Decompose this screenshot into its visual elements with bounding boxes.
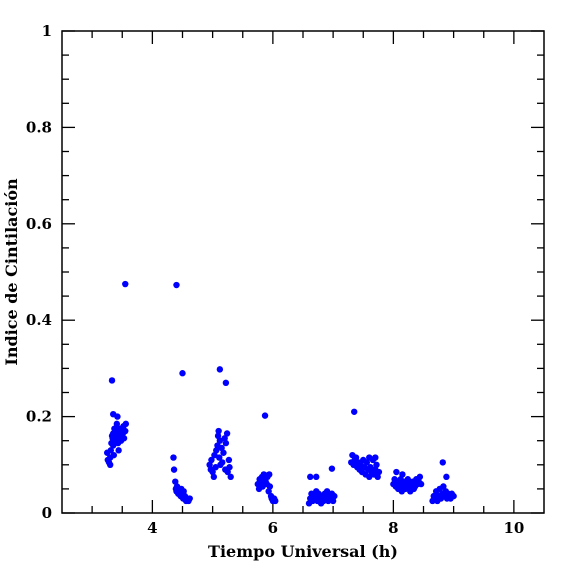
y-tick-label: 0.4	[26, 311, 52, 329]
data-point	[110, 442, 117, 449]
data-point	[366, 473, 373, 481]
data-point	[216, 437, 224, 444]
data-point	[374, 473, 381, 481]
data-point	[399, 471, 406, 478]
data-point	[307, 473, 314, 481]
y-tick-label: 0.2	[26, 408, 52, 426]
data-point	[416, 473, 424, 481]
data-point	[172, 478, 179, 485]
data-point	[366, 454, 373, 461]
data-point	[440, 483, 447, 490]
data-point	[329, 497, 337, 505]
data-point	[113, 420, 121, 428]
y-tick-label: 0	[42, 504, 52, 522]
data-point	[108, 377, 116, 384]
x-tick-label: 4	[147, 519, 157, 537]
data-point	[404, 476, 412, 483]
y-tick-label: 0.6	[26, 215, 52, 233]
data-point	[443, 473, 450, 481]
data-point	[107, 461, 114, 468]
data-point	[210, 473, 218, 481]
data-point	[216, 366, 224, 373]
y-tick-label: 0.8	[26, 118, 52, 136]
data-point	[439, 459, 446, 466]
data-point	[363, 459, 371, 466]
data-point	[373, 461, 380, 468]
data-point	[173, 281, 180, 289]
data-point	[220, 449, 227, 456]
data-point	[120, 435, 128, 442]
x-tick-label: 6	[268, 519, 278, 537]
data-point	[215, 427, 222, 435]
data-point	[323, 488, 331, 495]
data-point	[222, 379, 230, 387]
data-point	[122, 420, 130, 428]
data-point	[186, 495, 193, 502]
data-point	[110, 451, 118, 459]
data-point	[331, 492, 338, 500]
data-point	[170, 466, 178, 473]
data-point	[367, 464, 374, 471]
data-point	[209, 468, 216, 476]
data-point	[375, 468, 383, 476]
data-point	[372, 454, 379, 461]
data-point	[212, 464, 219, 471]
data-point	[313, 473, 320, 481]
data-point	[261, 412, 269, 419]
x-tick-label: 10	[503, 519, 524, 537]
axis-ticks	[62, 30, 544, 514]
data-point	[216, 454, 223, 461]
data-point	[218, 444, 225, 452]
x-axis-label: Tiempo Universal (h)	[208, 542, 398, 561]
x-tick-label: 8	[388, 519, 398, 537]
data-point	[122, 280, 129, 288]
data-point	[224, 468, 231, 476]
data-point	[450, 492, 457, 500]
data-point	[226, 464, 233, 471]
data-point	[221, 435, 228, 442]
plot-frame	[61, 30, 545, 514]
data-point	[114, 413, 121, 420]
data-point	[107, 447, 115, 454]
data-point	[351, 408, 358, 415]
data-point	[213, 447, 220, 454]
data-point	[208, 456, 215, 464]
data-point	[272, 497, 279, 505]
data-point	[265, 488, 272, 495]
data-point	[115, 447, 122, 454]
data-point	[122, 427, 129, 435]
data-point	[266, 471, 273, 478]
data-point	[225, 456, 233, 464]
data-point	[266, 483, 274, 490]
data-point	[214, 432, 222, 440]
data-point	[352, 454, 360, 461]
data-point	[222, 439, 230, 447]
data-point	[219, 459, 226, 466]
y-tick-label: 1	[42, 22, 52, 40]
data-point	[211, 451, 218, 459]
data-point	[328, 465, 336, 472]
data-point	[227, 473, 234, 481]
y-axis-label: Indice de Cintilación	[2, 178, 21, 366]
data-point	[170, 454, 177, 461]
data-point	[223, 430, 231, 437]
tick-labels: 4 6 8 10 0 0.2 0.4 0.6 0.8 1	[26, 22, 524, 537]
data-point	[417, 480, 425, 488]
data-point	[179, 370, 186, 377]
data-point	[180, 488, 187, 495]
data-points	[103, 280, 457, 507]
data-point	[206, 461, 213, 468]
data-point	[393, 468, 400, 476]
